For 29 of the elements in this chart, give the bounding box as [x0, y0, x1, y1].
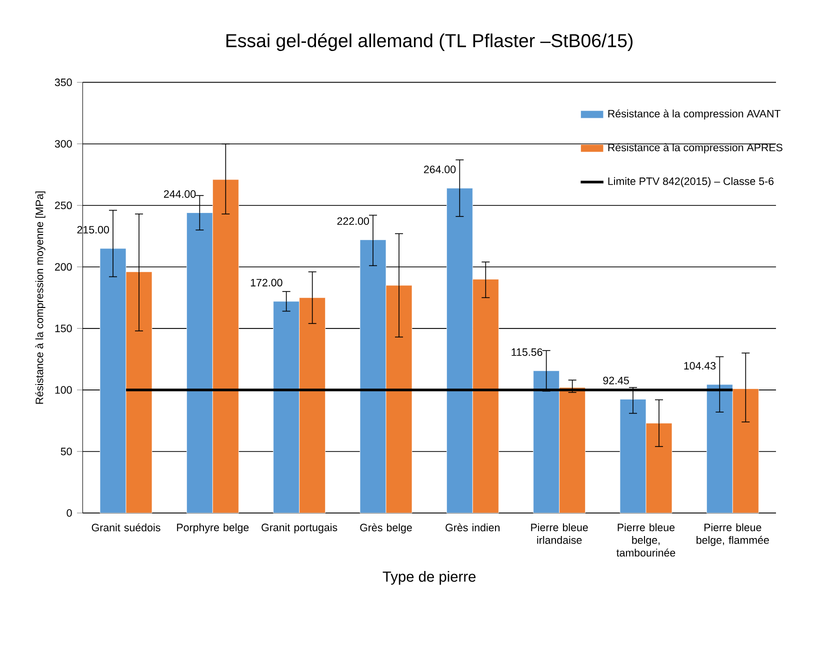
legend-label: Limite PTV 842(2015) – Classe 5-6 [608, 177, 774, 188]
y-tick-label: 150 [55, 324, 72, 332]
x-tick-label: Grès indien [446, 523, 500, 532]
data-label: 115.56 [512, 348, 542, 356]
y-tick-label: 0 [66, 509, 72, 517]
x-tick-label: Pierre bleue belge, flammée [696, 523, 769, 546]
y-tick-label: 50 [60, 448, 72, 456]
x-tick-label: Porphyre belge [177, 523, 249, 534]
y-axis-title: Résistance à la compression moyenne [MPa] [35, 191, 46, 404]
x-tick-label: Pierre bleue belge, tambourinée [616, 523, 676, 557]
chart-title: Essai gel-dégel allemand (TL Pflaster –StB06/15) [226, 33, 633, 51]
x-tick-label: Granit suédois [92, 523, 160, 532]
data-label: 244.00 [164, 190, 196, 198]
x-axis-title: Type de pierre [382, 571, 476, 585]
legend-label: Résistance à la compression APRES [608, 143, 782, 154]
y-tick-label: 250 [55, 202, 72, 210]
y-tick-label: 350 [54, 78, 72, 86]
data-label: 222.00 [337, 217, 369, 225]
data-label: 92.45 [603, 376, 629, 384]
y-tick-label: 300 [54, 140, 72, 148]
x-tick-label: Pierre bleue irlandaise [531, 523, 588, 544]
data-label: 264.00 [424, 166, 456, 174]
x-tick-label: Grès belge [360, 523, 412, 534]
x-tick-label: Granit portugais [262, 523, 338, 534]
data-label: 104.43 [684, 362, 716, 370]
data-label: 172.00 [250, 278, 282, 286]
y-tick-label: 100 [55, 386, 72, 394]
y-tick-label: 200 [55, 263, 72, 271]
legend-label: Résistance à la compression AVANT [608, 109, 780, 120]
